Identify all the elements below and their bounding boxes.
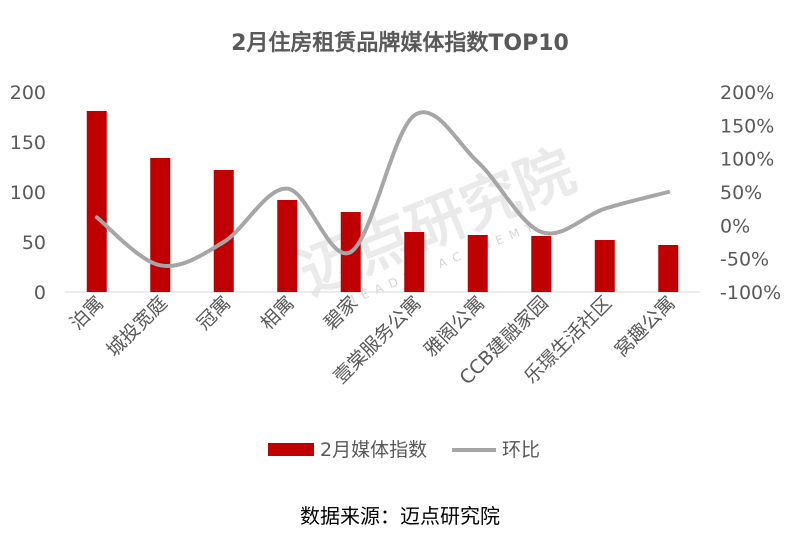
right-tick-label: -100%	[720, 282, 781, 304]
category-label-10: 窝趣公寓	[610, 292, 679, 361]
category-label-1: 泊寓	[66, 292, 108, 334]
chart-title: 2月住房租赁品牌媒体指数TOP10	[231, 30, 569, 56]
category-label-4: 相寓	[256, 292, 298, 334]
bar-6	[404, 232, 425, 292]
bar-9	[594, 240, 615, 292]
legend: 2月媒体指数 环比	[268, 439, 540, 461]
right-axis: -100% -50% 0% 50% 100% 150% 200%	[720, 82, 781, 304]
legend-label-line: 环比	[502, 439, 540, 461]
left-tick-label: 200	[10, 82, 46, 104]
right-tick-label: 0%	[720, 215, 750, 237]
bar-8	[531, 236, 552, 292]
left-tick-label: 100	[10, 182, 46, 204]
legend-swatch-bar	[268, 443, 314, 456]
line-path	[94, 110, 671, 269]
left-axis: 0 50 100 150 200	[10, 82, 46, 304]
bar-3	[213, 170, 234, 292]
right-tick-label: 50%	[720, 182, 762, 204]
line-series	[94, 110, 671, 269]
left-tick-label: 0	[34, 282, 46, 304]
left-tick-label: 150	[10, 132, 46, 154]
category-label-3: 冠寓	[193, 292, 235, 334]
left-tick-label: 50	[22, 232, 46, 254]
bar-10	[658, 245, 679, 292]
right-tick-label: 150%	[720, 115, 774, 137]
right-tick-label: 200%	[720, 82, 774, 104]
bar-7	[467, 235, 488, 292]
bar-4	[277, 200, 298, 292]
bar-2	[150, 158, 171, 292]
data-source: 数据来源：迈点研究院	[300, 504, 500, 528]
category-label-2: 城投宽庭	[102, 292, 171, 361]
right-tick-label: -50%	[720, 249, 769, 271]
bar-1	[86, 111, 107, 292]
legend-label-bar: 2月媒体指数	[320, 439, 427, 461]
right-tick-label: 100%	[720, 149, 774, 171]
